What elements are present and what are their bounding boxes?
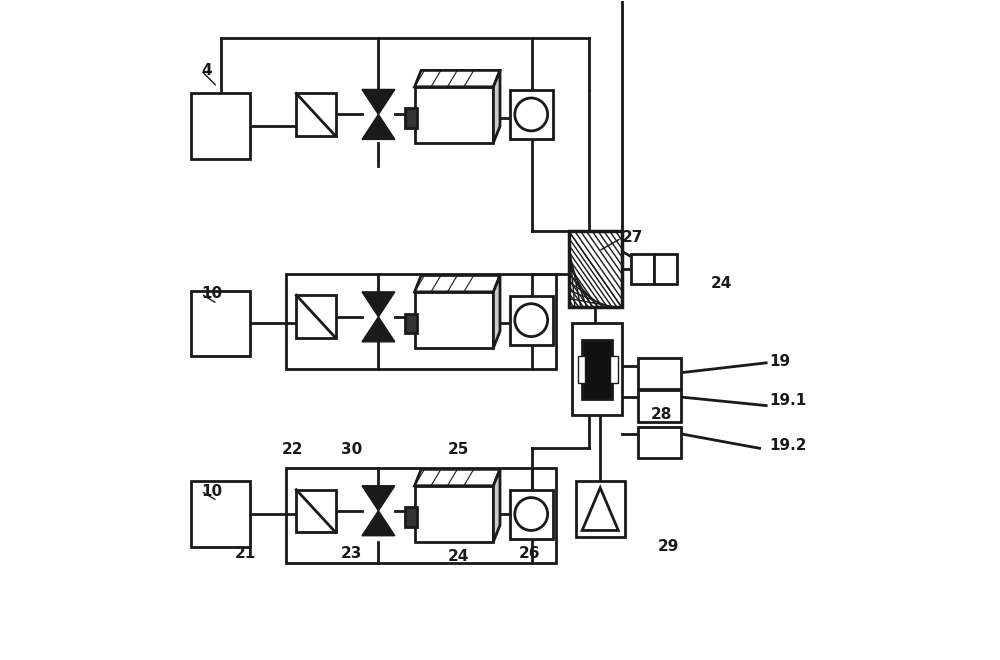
- Bar: [296, 295, 336, 338]
- Text: 27: 27: [622, 230, 643, 246]
- Text: 25: 25: [447, 442, 469, 457]
- Bar: [405, 314, 417, 333]
- Polygon shape: [362, 292, 395, 317]
- Bar: [415, 292, 493, 348]
- Text: 24: 24: [710, 277, 732, 292]
- Bar: [191, 481, 250, 547]
- Text: 10: 10: [201, 484, 222, 498]
- Bar: [510, 296, 553, 345]
- Bar: [191, 94, 250, 159]
- Bar: [415, 486, 493, 542]
- Text: 19: 19: [769, 354, 791, 369]
- Bar: [569, 232, 622, 307]
- Text: 19.2: 19.2: [769, 438, 807, 453]
- Bar: [286, 468, 556, 564]
- Bar: [286, 274, 556, 370]
- Polygon shape: [493, 469, 500, 542]
- Bar: [576, 481, 625, 537]
- Polygon shape: [362, 90, 395, 114]
- Text: 10: 10: [201, 286, 222, 302]
- Text: 4: 4: [201, 63, 212, 78]
- Text: 21: 21: [235, 546, 256, 561]
- Text: 28: 28: [651, 407, 673, 422]
- Text: 30: 30: [341, 442, 362, 457]
- Bar: [638, 358, 681, 389]
- Polygon shape: [362, 317, 395, 342]
- Bar: [510, 90, 553, 139]
- Bar: [582, 340, 612, 399]
- Bar: [191, 290, 250, 356]
- Bar: [638, 391, 681, 422]
- Text: 29: 29: [658, 539, 679, 554]
- Text: 19.1: 19.1: [769, 393, 807, 409]
- Text: 26: 26: [518, 546, 540, 561]
- Bar: [610, 356, 618, 383]
- Text: 24: 24: [447, 549, 469, 564]
- Polygon shape: [362, 114, 395, 139]
- Bar: [296, 490, 336, 533]
- Text: 22: 22: [282, 442, 303, 457]
- Polygon shape: [362, 486, 395, 511]
- Bar: [572, 323, 622, 415]
- Polygon shape: [415, 469, 500, 486]
- Polygon shape: [493, 275, 500, 348]
- Polygon shape: [415, 71, 500, 87]
- Polygon shape: [415, 275, 500, 292]
- Bar: [296, 94, 336, 136]
- Polygon shape: [493, 71, 500, 143]
- Bar: [405, 108, 417, 127]
- Bar: [578, 356, 585, 383]
- Bar: [510, 490, 553, 539]
- Bar: [415, 87, 493, 143]
- Polygon shape: [362, 511, 395, 536]
- Bar: [638, 426, 681, 458]
- Bar: [654, 254, 677, 284]
- Bar: [631, 254, 654, 284]
- Bar: [405, 508, 417, 527]
- Text: 23: 23: [341, 546, 362, 561]
